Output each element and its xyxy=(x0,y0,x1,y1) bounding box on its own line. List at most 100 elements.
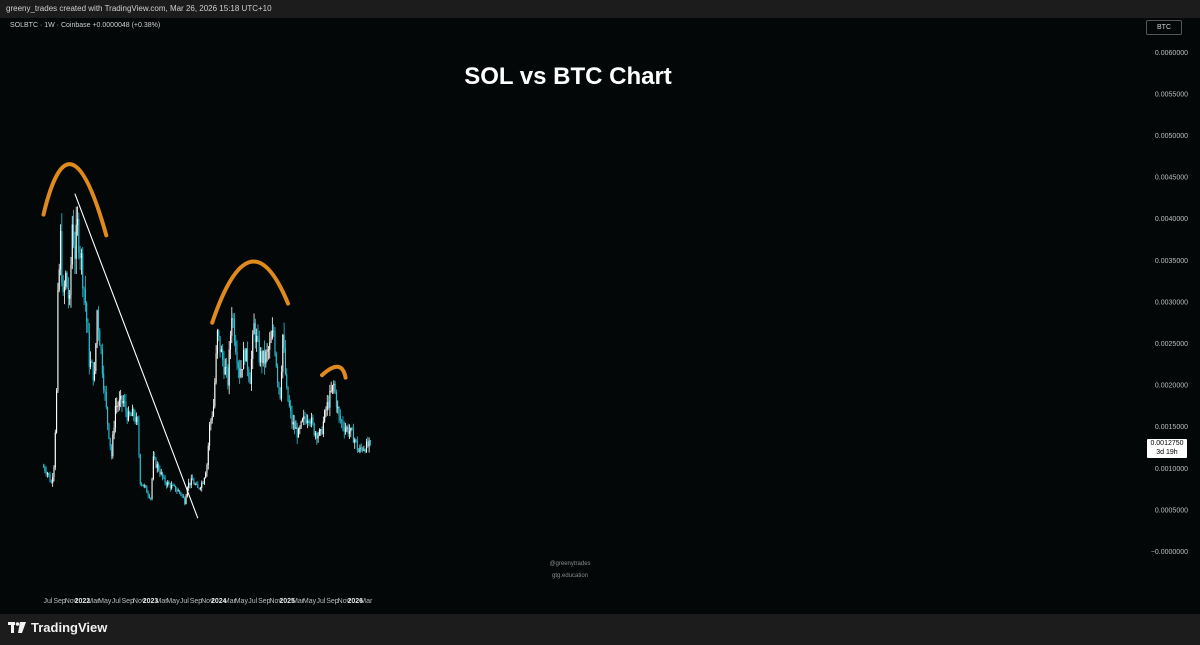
candle-body xyxy=(359,447,361,452)
candle-body xyxy=(192,478,194,481)
candle-body xyxy=(227,367,229,386)
candle-body xyxy=(226,366,228,368)
candle-body xyxy=(121,395,123,404)
candle-body xyxy=(160,472,162,475)
candle-body xyxy=(369,440,371,442)
candle-body xyxy=(201,482,203,488)
candle-body xyxy=(130,414,132,416)
candle-body xyxy=(185,496,187,505)
tradingview-brand: TradingView xyxy=(31,620,108,635)
candle-body xyxy=(48,473,50,475)
candle-body xyxy=(277,366,279,383)
candle-body xyxy=(84,289,86,303)
candle-body xyxy=(83,287,85,290)
candle-body xyxy=(92,362,94,381)
candle-body xyxy=(283,334,285,348)
x-tick-label: Jul xyxy=(248,598,257,605)
candle-body xyxy=(356,440,358,450)
tradingview-logo[interactable]: TradingView xyxy=(8,620,107,635)
candle-body xyxy=(363,449,365,451)
candle-body xyxy=(75,224,77,259)
currency-badge[interactable]: BTC xyxy=(1146,20,1182,35)
candle-body xyxy=(260,351,262,363)
candle-body xyxy=(161,472,164,478)
candle-body xyxy=(91,361,93,363)
candle-body xyxy=(300,421,302,428)
candle-body xyxy=(117,405,119,407)
last-price: 0.0012750 xyxy=(1150,440,1184,447)
candle-body xyxy=(222,349,224,361)
candle-body xyxy=(350,427,352,432)
candle-body xyxy=(317,435,319,439)
candle-body xyxy=(305,419,307,423)
chart-panel[interactable] xyxy=(0,18,1200,614)
top-arc xyxy=(41,162,109,238)
chart-title: SOL vs BTC Chart xyxy=(464,63,672,90)
x-tick-label: 2026 xyxy=(347,598,363,605)
candle-body xyxy=(114,405,116,428)
candle-body xyxy=(233,319,235,342)
candle-body xyxy=(59,230,62,270)
candle-body xyxy=(274,331,276,354)
candle-body xyxy=(120,395,122,400)
candle-body xyxy=(190,478,192,486)
candle-body xyxy=(126,410,128,421)
candle-body xyxy=(181,494,183,496)
candle-body xyxy=(146,486,148,493)
candle-body xyxy=(61,230,63,283)
candle-body xyxy=(46,473,48,475)
candle-body xyxy=(100,345,102,350)
candle-body xyxy=(107,406,109,424)
candle-body xyxy=(324,410,326,422)
candle-body xyxy=(210,420,212,425)
candle-body xyxy=(197,484,199,488)
candle-body xyxy=(152,456,154,479)
candle-body xyxy=(325,409,327,411)
candle-body xyxy=(165,482,167,486)
candle-body xyxy=(173,485,175,487)
x-tick-label: Sep xyxy=(122,598,135,605)
candle-body xyxy=(335,392,337,408)
candle-body xyxy=(322,421,324,435)
candle-body xyxy=(202,482,204,484)
candle-body xyxy=(112,434,114,457)
candle-body xyxy=(339,415,341,421)
candle-body xyxy=(156,464,158,468)
candle-body xyxy=(76,218,79,225)
y-tick-label: 0.0030000 xyxy=(1155,299,1188,306)
candle-body xyxy=(69,294,71,299)
candle-body xyxy=(364,449,366,452)
candle-body xyxy=(58,269,60,290)
candle-body xyxy=(109,437,111,447)
candle-body xyxy=(66,272,68,288)
candle-body xyxy=(97,310,99,331)
candle-body xyxy=(267,349,269,351)
candle-body xyxy=(219,336,221,353)
candle-body xyxy=(237,363,239,368)
candle-body xyxy=(78,218,80,254)
candle-body xyxy=(341,420,343,422)
candle-body xyxy=(228,349,230,386)
candle-body xyxy=(320,429,322,431)
candle-body xyxy=(88,332,90,367)
candle-body xyxy=(198,487,200,489)
candle-body xyxy=(87,322,89,333)
candle-body xyxy=(236,352,238,364)
candle-body xyxy=(180,492,182,495)
candle-body xyxy=(90,361,92,367)
x-tick-label: 2024 xyxy=(211,598,227,605)
candle-body xyxy=(105,391,107,407)
candle-body xyxy=(282,334,284,372)
candle-body xyxy=(134,415,136,422)
y-tick-label: 0.0035000 xyxy=(1155,258,1188,265)
candle-body xyxy=(301,418,303,422)
candle-body xyxy=(354,439,356,443)
candle-body xyxy=(254,323,256,343)
bar-countdown: 3d 19h xyxy=(1156,449,1178,456)
candle-body xyxy=(193,480,195,485)
candle-body xyxy=(279,387,281,399)
candle-body xyxy=(270,338,272,343)
candle-body xyxy=(80,253,82,258)
